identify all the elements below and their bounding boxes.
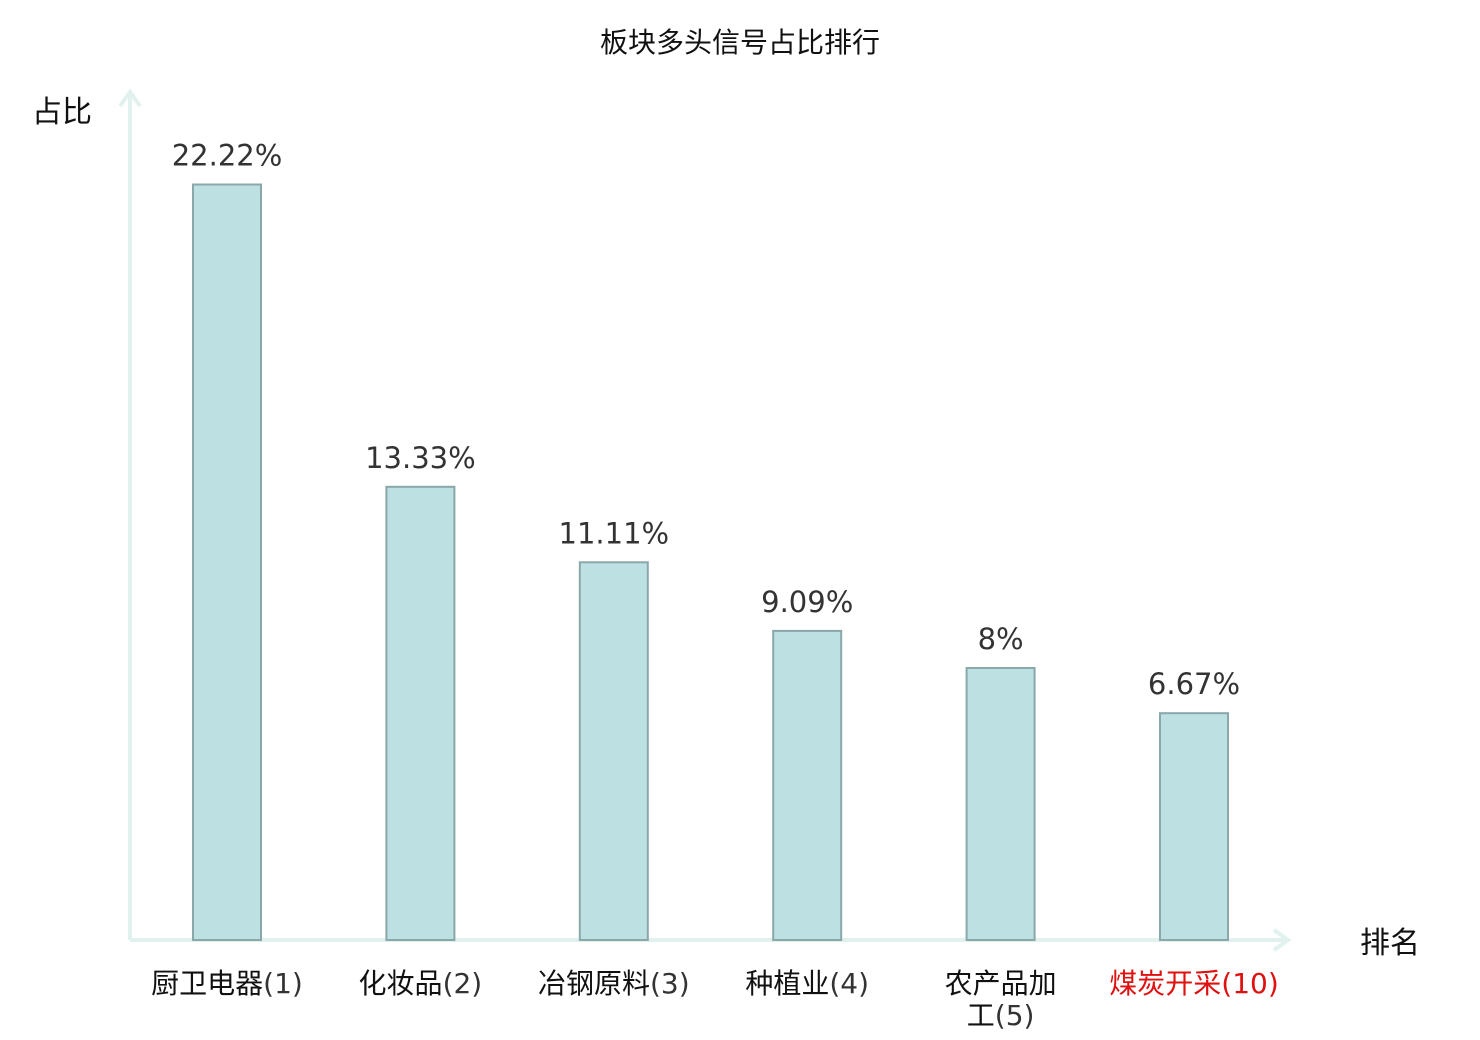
bars bbox=[192, 183, 1229, 942]
tick-label: 煤炭开采(10) bbox=[1109, 967, 1279, 1000]
tick-labels: 厨卫电器(1) 化妆品(2) 冶钢原料(3) 种植业(4) 农产品加工(5) 煤炭开采(1… bbox=[151, 967, 1279, 1032]
x-axis-arrow bbox=[1272, 928, 1292, 952]
chart-title: 板块多头信号占比排行 bbox=[600, 26, 880, 59]
bar bbox=[772, 629, 843, 942]
x-axis-label: 排名 bbox=[1360, 926, 1420, 961]
value-label: 6.67% bbox=[1148, 667, 1240, 701]
value-label: 11.11% bbox=[559, 516, 670, 550]
tick-label: 农产品加工(5) bbox=[945, 967, 1057, 1032]
tick-label: 厨卫电器(1) bbox=[151, 967, 303, 1000]
bar bbox=[965, 667, 1036, 941]
value-label: 8% bbox=[978, 622, 1024, 656]
value-label: 22.22% bbox=[172, 139, 283, 173]
value-label: 13.33% bbox=[365, 441, 476, 475]
tick-label: 化妆品(2) bbox=[359, 967, 483, 1000]
tick-label: 种植业(4) bbox=[745, 967, 869, 1000]
value-label: 9.09% bbox=[761, 585, 853, 619]
y-axis-label: 占比 bbox=[32, 95, 92, 130]
axes bbox=[118, 88, 1292, 952]
bar bbox=[192, 183, 262, 941]
bar bbox=[385, 485, 456, 941]
tick-label: 冶钢原料(3) bbox=[538, 967, 690, 1000]
y-axis-arrow bbox=[118, 88, 142, 108]
bar bbox=[1159, 712, 1229, 942]
bar bbox=[578, 561, 649, 941]
value-labels: 22.22% 13.33% 11.11% 9.09% 8% 6.67% bbox=[172, 139, 1240, 702]
